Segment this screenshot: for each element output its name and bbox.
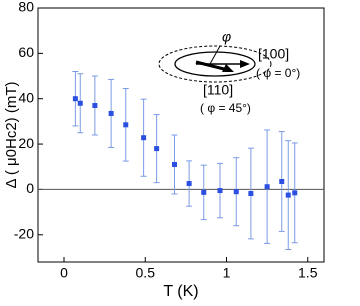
x-axis-label: T (K) [163, 283, 198, 300]
point [186, 181, 192, 187]
point [77, 100, 83, 106]
point [72, 96, 78, 102]
phi-pointer [209, 45, 221, 65]
point [172, 161, 177, 167]
point [285, 192, 291, 198]
point [141, 135, 147, 141]
y-tick-label: 0 [26, 180, 34, 196]
arrow-head [222, 64, 234, 72]
point [123, 122, 129, 128]
point [154, 146, 160, 152]
x-tick-label: 1 [223, 265, 231, 281]
y-tick-label: 80 [18, 0, 34, 15]
point [264, 184, 270, 190]
point [292, 190, 298, 196]
y-tick-label: 40 [18, 89, 34, 105]
orientation-diagram [158, 45, 272, 83]
y-tick-label: -20 [14, 225, 34, 241]
x-tick-label: 0.5 [136, 265, 156, 281]
x-tick-label: 1.5 [298, 265, 318, 281]
point [217, 188, 223, 194]
annotation: ( φ = 45°) [200, 101, 251, 115]
y-tick-label: 20 [18, 135, 34, 151]
annotation: [110] [203, 82, 233, 98]
point [233, 189, 239, 195]
point [201, 189, 207, 195]
dashed-ellipse [158, 45, 272, 83]
arrow-head [240, 60, 250, 68]
y-tick-label: 60 [18, 44, 34, 60]
x-tick-label: 0 [60, 265, 68, 281]
point [279, 178, 285, 184]
arrow-110 [195, 60, 229, 72]
solid-ellipse [174, 51, 256, 77]
point [92, 103, 98, 109]
annotation: φ [222, 29, 231, 45]
y-axis-label: Δ ( μ0Hc2) (mT) [3, 82, 20, 189]
point [108, 110, 114, 116]
plot-frame [37, 7, 325, 263]
annotation: [100] [258, 46, 289, 62]
point [248, 191, 254, 197]
annotation: ( φ = 0°) [256, 66, 300, 80]
